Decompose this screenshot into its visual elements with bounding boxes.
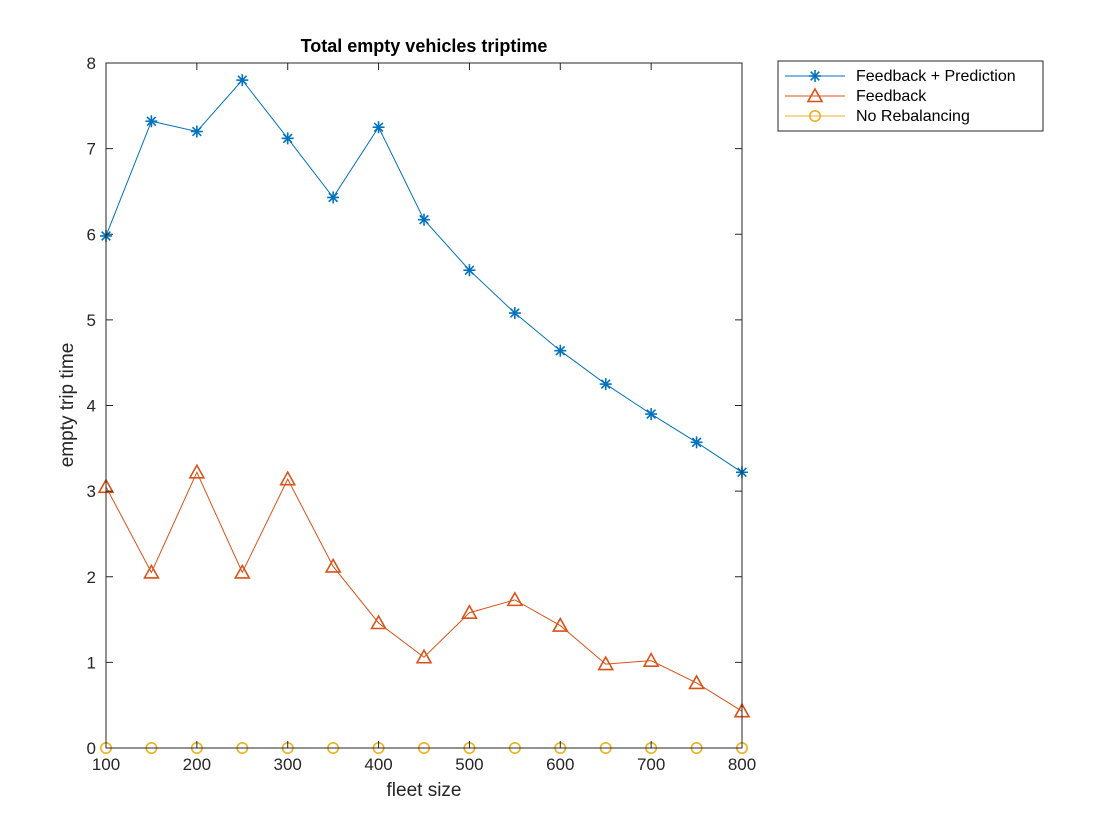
series-line-feedback	[105, 471, 743, 712]
y-axis-title: empty trip time	[57, 343, 78, 468]
legend-marker	[809, 70, 821, 82]
data-point-feedback-prediction	[690, 436, 703, 449]
x-tick-label: 400	[364, 755, 392, 774]
data-point-feedback	[551, 616, 569, 632]
data-point-feedback	[370, 614, 387, 630]
legend: Feedback + Prediction Feedback No Rebalanc…	[777, 60, 1044, 132]
data-point-feedback-prediction	[508, 307, 521, 320]
data-point-feedback	[461, 604, 478, 620]
data-point-feedback-prediction	[236, 74, 249, 87]
x-tick-label: 700	[637, 755, 665, 774]
series-feedback	[97, 463, 751, 718]
series-feedback-prediction	[100, 74, 748, 479]
data-point-feedback	[642, 652, 660, 667]
data-point-feedback-prediction	[327, 191, 340, 204]
y-tick-label: 2	[87, 568, 96, 587]
legend-marker	[808, 110, 821, 123]
legend-entry-feedback: Feedback	[785, 87, 927, 105]
data-point-feedback-prediction	[554, 344, 567, 357]
y-tick-label: 5	[87, 311, 96, 330]
data-point-feedback	[688, 674, 705, 690]
plot-background	[106, 63, 742, 748]
legend-entry-no-rebalancing: No Rebalancing	[785, 108, 970, 125]
data-point-feedback	[233, 563, 251, 579]
legend-marker	[806, 87, 824, 103]
legend-label: Feedback	[856, 88, 927, 105]
y-tick-label: 4	[87, 397, 96, 416]
data-point-feedback-prediction	[190, 125, 203, 138]
data-point-feedback	[597, 655, 615, 671]
data-point-feedback	[279, 470, 297, 486]
chart-title: Total empty vehicles triptime	[301, 36, 548, 56]
plot-frame	[105, 62, 743, 749]
x-tick-label: 200	[183, 755, 211, 774]
data-point-feedback-prediction	[418, 213, 430, 226]
x-tick-label: 300	[274, 755, 302, 774]
data-point-feedback-prediction	[599, 378, 612, 391]
ticks-layer: 100 200 300 400 500 600 700 800 0 1 2 3 4 5 6 7 8	[87, 54, 757, 774]
legend-label: Feedback + Prediction	[856, 68, 1016, 85]
data-point-feedback	[324, 557, 342, 573]
y-tick-label: 0	[87, 739, 96, 758]
y-tick-label: 3	[87, 482, 96, 501]
x-tick-label: 800	[728, 755, 756, 774]
data-point-feedback	[415, 648, 433, 664]
x-tick-label: 600	[546, 755, 574, 774]
y-tick-label: 1	[87, 653, 96, 672]
data-point-feedback-prediction	[281, 132, 294, 145]
x-tick-label: 100	[92, 755, 120, 774]
y-tick-label: 7	[87, 140, 96, 159]
legend-label: No Rebalancing	[856, 108, 970, 125]
legend-entry-feedback-prediction: Feedback + Prediction	[785, 68, 1016, 85]
y-tick-label: 8	[87, 54, 96, 73]
data-point-feedback-prediction	[145, 115, 158, 128]
data-point-feedback-prediction	[645, 408, 658, 421]
data-point-feedback	[188, 463, 206, 479]
y-tick-label: 6	[87, 225, 96, 244]
x-tick-label: 500	[455, 755, 483, 774]
data-point-feedback	[506, 591, 524, 607]
x-axis-title: fleet size	[387, 780, 462, 801]
data-point-feedback-prediction	[463, 264, 476, 277]
data-point-feedback	[143, 563, 160, 579]
data-point-feedback-prediction	[372, 121, 385, 134]
